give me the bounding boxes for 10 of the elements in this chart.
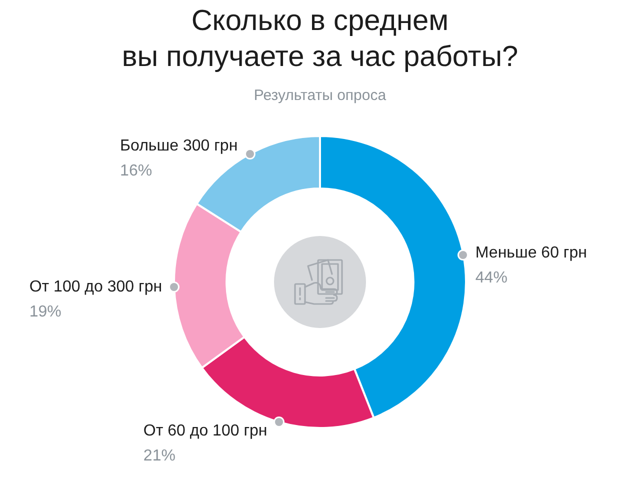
data-label: 19% [29, 303, 62, 320]
chart-subtitle: Результаты опроса [254, 87, 386, 104]
data-label: 16% [120, 162, 152, 180]
chart-title: Сколько в среднем вы получаете за час работы? [122, 5, 518, 73]
data-label: 44% [475, 269, 508, 286]
slice-label: Меньше 60 грн [475, 244, 587, 262]
slice-label: Больше 300 грн [120, 138, 238, 155]
data-label: 21% [143, 447, 176, 464]
slice-label: От 100 до 300 грн [29, 278, 162, 296]
slice-label: От 60 до 100 грн [143, 422, 268, 440]
